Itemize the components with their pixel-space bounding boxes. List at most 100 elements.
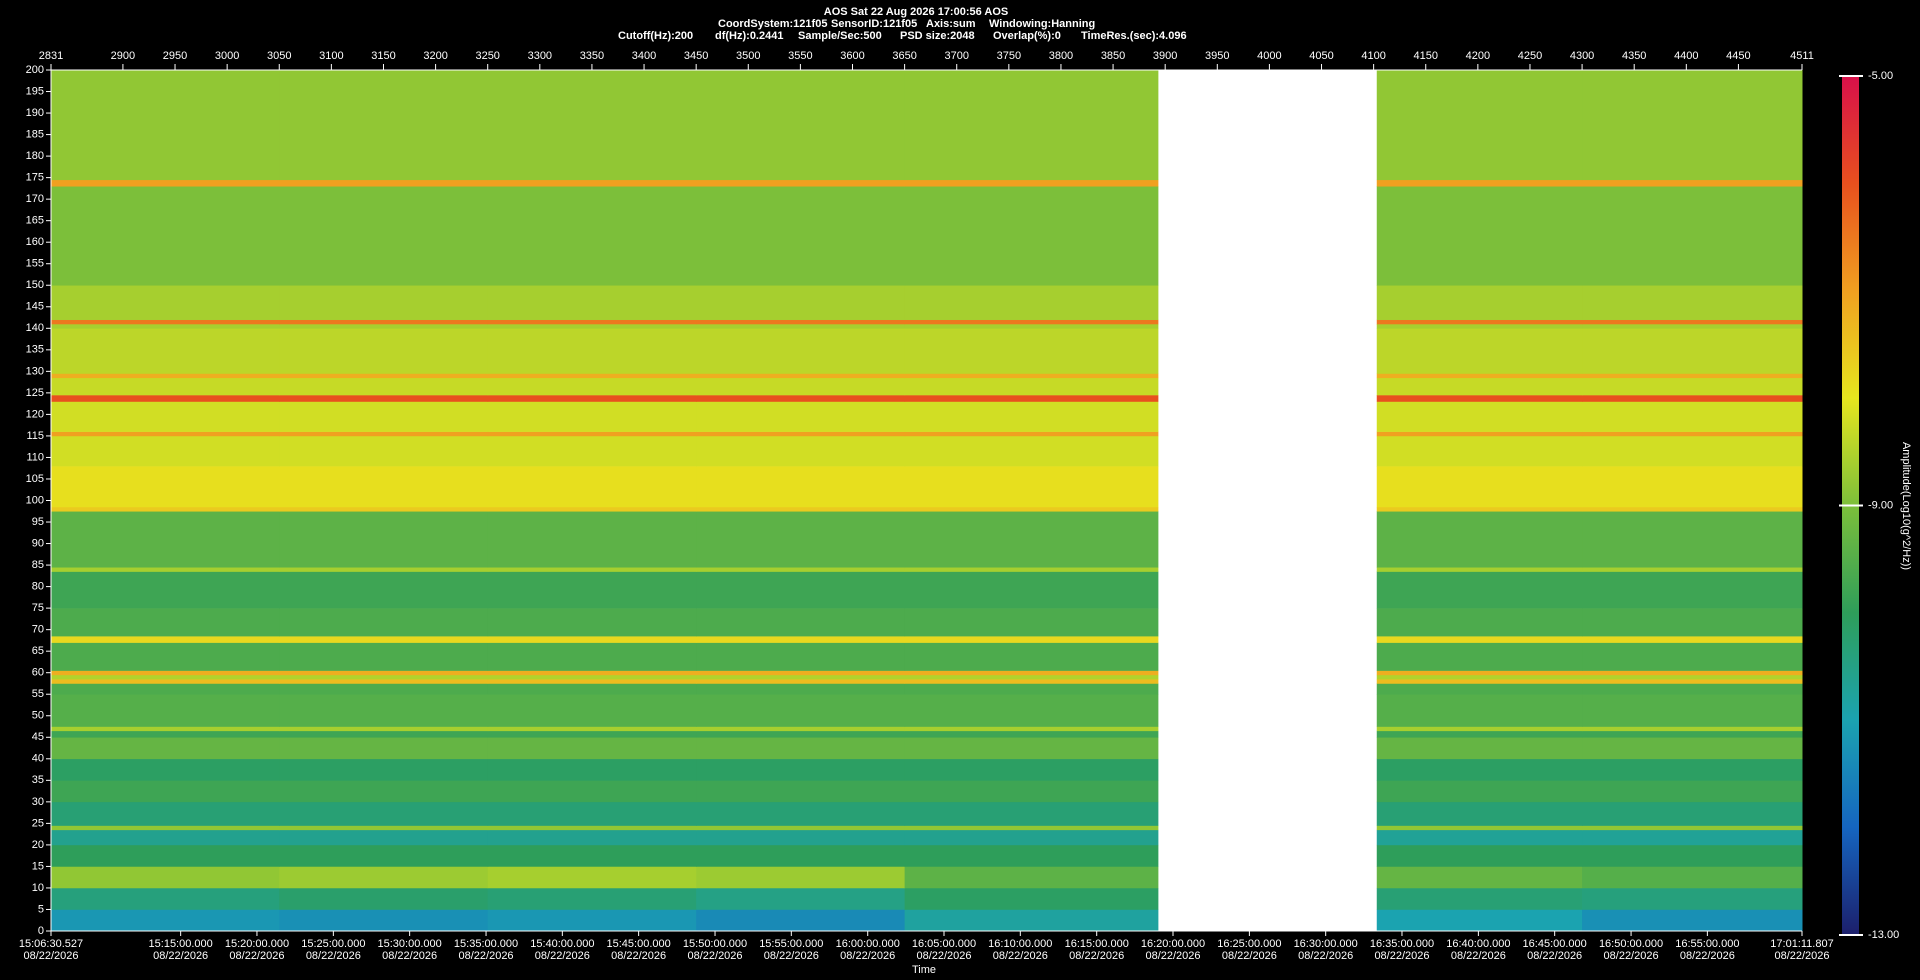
heatmap-cell xyxy=(696,373,906,379)
y-tick-label: 170 xyxy=(26,193,44,205)
heatmap-cell xyxy=(696,801,906,826)
y-tick-label: 80 xyxy=(32,581,44,593)
heatmap-cell xyxy=(51,866,280,889)
y-tick-label: 95 xyxy=(32,516,44,528)
info-text: Sample/Sec:500 xyxy=(798,30,882,42)
heatmap-cell xyxy=(487,866,697,889)
y-tick-label: 195 xyxy=(26,85,44,97)
heatmap-cell xyxy=(696,737,906,760)
heatmap-cell xyxy=(1582,801,1803,826)
info-text: Overlap(%):0 xyxy=(993,30,1061,42)
heatmap-cell xyxy=(279,571,489,609)
y-tick-label: 90 xyxy=(32,537,44,549)
heatmap-cell xyxy=(279,670,489,676)
heatmap-cell xyxy=(1582,435,1803,467)
y-tick-label: 165 xyxy=(26,215,44,227)
heatmap-cell xyxy=(1376,395,1583,402)
heatmap-cell xyxy=(904,186,1159,286)
heatmap-cell xyxy=(487,319,697,325)
heatmap-cell xyxy=(1376,730,1583,738)
heatmap-cell xyxy=(487,567,697,572)
heatmap-cell xyxy=(1582,567,1803,572)
heatmap-cell xyxy=(279,825,489,831)
heatmap-cell xyxy=(487,636,697,643)
x2-tick-label: 15:06:30.527 xyxy=(19,938,83,950)
y-tick-label: 55 xyxy=(32,688,44,700)
heatmap-cell xyxy=(1582,694,1803,727)
heatmap-cell xyxy=(279,395,489,402)
y-tick-label: 70 xyxy=(32,624,44,636)
heatmap-cell xyxy=(487,323,697,329)
heatmap-cell xyxy=(904,328,1159,374)
heatmap-cell xyxy=(1582,323,1803,329)
heatmap-cell xyxy=(51,679,280,684)
heatmap-cell xyxy=(1582,780,1803,803)
y-tick-label: 115 xyxy=(26,430,44,442)
heatmap-cell xyxy=(696,70,906,181)
heatmap-cell xyxy=(487,730,697,738)
heatmap-cell xyxy=(1376,70,1583,181)
heatmap-cell xyxy=(904,571,1159,609)
heatmap-cell xyxy=(279,909,489,932)
heatmap-cell xyxy=(51,801,280,826)
heatmap-cell xyxy=(1582,825,1803,831)
heatmap-cell xyxy=(487,829,697,846)
x-tick-label: 2900 xyxy=(111,50,135,62)
heatmap-cell xyxy=(279,737,489,760)
heatmap-cell xyxy=(1376,435,1583,467)
heatmap-cell xyxy=(51,909,280,932)
x-tick-label: 2831 xyxy=(39,50,63,62)
heatmap-cell xyxy=(1582,674,1803,680)
heatmap-cell xyxy=(51,70,280,181)
heatmap-cell xyxy=(279,328,489,374)
heatmap-cell xyxy=(487,642,697,671)
x2-tick-date: 08/22/2026 xyxy=(1451,950,1506,962)
heatmap-cell xyxy=(904,636,1159,643)
heatmap-cell xyxy=(1582,829,1803,846)
y-tick-label: 65 xyxy=(32,645,44,657)
x2-tick-date: 08/22/2026 xyxy=(993,950,1048,962)
heatmap-cell xyxy=(487,328,697,374)
x-tick-label: 3150 xyxy=(371,50,395,62)
heatmap-cell xyxy=(904,844,1159,867)
heatmap-cell xyxy=(1376,909,1583,932)
heatmap-cell xyxy=(1376,186,1583,286)
heatmap-cell xyxy=(487,683,697,695)
y-tick-label: 145 xyxy=(26,301,44,313)
x2-tick-label: 15:35:00.000 xyxy=(454,938,518,950)
heatmap-cell xyxy=(696,466,906,508)
x2-tick-label: 16:10:00.000 xyxy=(988,938,1052,950)
x2-tick-date: 08/22/2026 xyxy=(611,950,666,962)
x-tick-label: 3450 xyxy=(684,50,708,62)
x-tick-label: 3700 xyxy=(944,50,968,62)
heatmap-cell xyxy=(51,319,280,325)
heatmap-cell xyxy=(904,323,1159,329)
x-tick-label: 3300 xyxy=(528,50,552,62)
heatmap-cell xyxy=(51,636,280,643)
heatmap-cell xyxy=(1376,636,1583,643)
heatmap-cell xyxy=(279,186,489,286)
y-tick-label: 20 xyxy=(32,839,44,851)
heatmap-cell xyxy=(1582,186,1803,286)
heatmap-cell xyxy=(51,758,280,781)
heatmap-cell xyxy=(1376,179,1583,187)
heatmap-cell xyxy=(51,567,280,572)
x-tick-label: 3900 xyxy=(1153,50,1177,62)
heatmap-cell xyxy=(487,571,697,609)
x2-tick-label: 15:55:00.000 xyxy=(759,938,823,950)
y-tick-label: 60 xyxy=(32,667,44,679)
heatmap-cell xyxy=(904,825,1159,831)
heatmap-cell xyxy=(51,844,280,867)
heatmap-cell xyxy=(904,670,1159,676)
y-tick-label: 140 xyxy=(26,322,44,334)
heatmap-cell xyxy=(1582,844,1803,867)
heatmap-cell xyxy=(1582,319,1803,325)
y-tick-label: 105 xyxy=(26,473,44,485)
heatmap-cell xyxy=(487,395,697,402)
x-tick-label: 4200 xyxy=(1466,50,1490,62)
heatmap-cell xyxy=(1582,683,1803,695)
x-tick-label: 3950 xyxy=(1205,50,1229,62)
heatmap-cell xyxy=(904,511,1159,568)
heatmap-cell xyxy=(696,758,906,781)
